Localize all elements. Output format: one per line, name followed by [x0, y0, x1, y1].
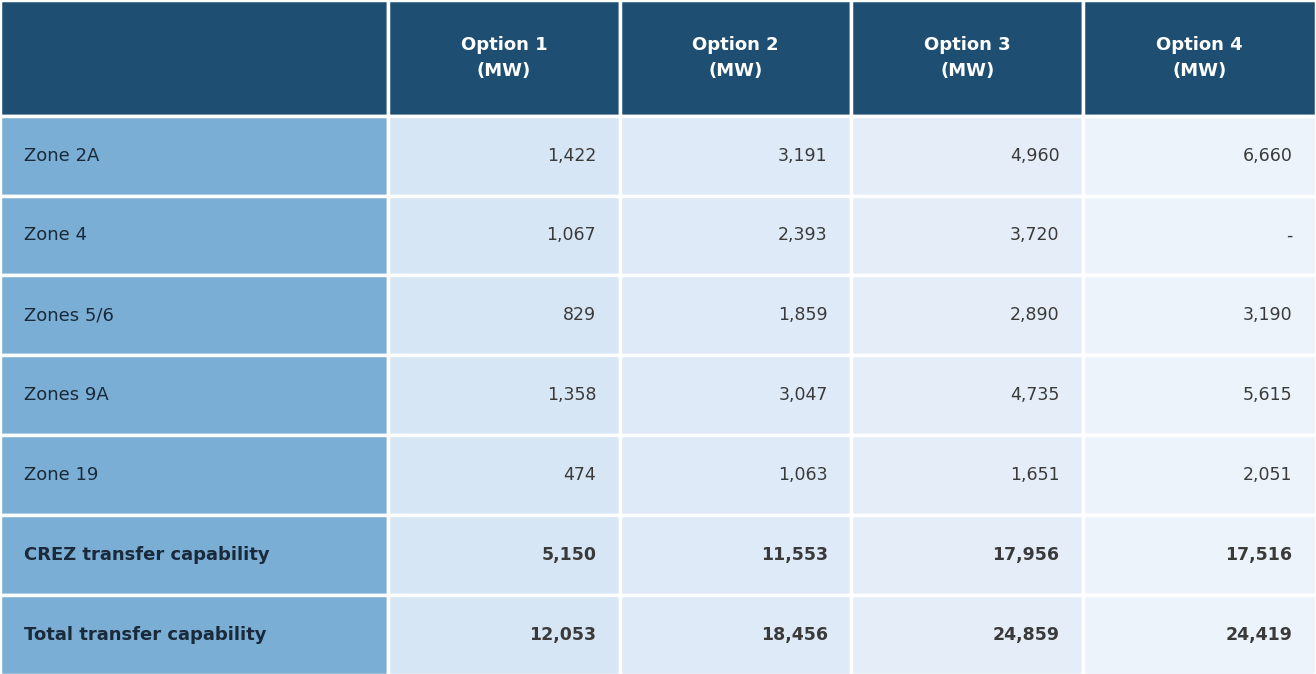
Text: 1,422: 1,422 — [546, 146, 596, 164]
FancyBboxPatch shape — [388, 435, 620, 515]
FancyBboxPatch shape — [851, 355, 1083, 435]
Text: Option 3
(MW): Option 3 (MW) — [924, 36, 1011, 80]
Text: 11,553: 11,553 — [761, 546, 828, 564]
FancyBboxPatch shape — [1083, 595, 1316, 674]
FancyBboxPatch shape — [1083, 0, 1316, 116]
Text: Zone 4: Zone 4 — [24, 226, 87, 245]
FancyBboxPatch shape — [1083, 195, 1316, 276]
Text: 4,735: 4,735 — [1009, 386, 1059, 404]
FancyBboxPatch shape — [1083, 515, 1316, 595]
Text: 1,651: 1,651 — [1009, 466, 1059, 485]
FancyBboxPatch shape — [1083, 116, 1316, 195]
Text: 5,615: 5,615 — [1242, 386, 1292, 404]
Text: 2,393: 2,393 — [778, 226, 828, 245]
Text: 17,516: 17,516 — [1225, 546, 1292, 564]
FancyBboxPatch shape — [620, 435, 851, 515]
Text: 474: 474 — [563, 466, 596, 485]
FancyBboxPatch shape — [851, 195, 1083, 276]
FancyBboxPatch shape — [851, 0, 1083, 116]
Text: Zone 19: Zone 19 — [24, 466, 99, 485]
FancyBboxPatch shape — [0, 435, 388, 515]
FancyBboxPatch shape — [1083, 355, 1316, 435]
FancyBboxPatch shape — [620, 0, 851, 116]
Text: 6,660: 6,660 — [1242, 146, 1292, 164]
FancyBboxPatch shape — [620, 355, 851, 435]
Text: 3,047: 3,047 — [778, 386, 828, 404]
Text: 12,053: 12,053 — [529, 626, 596, 644]
FancyBboxPatch shape — [620, 595, 851, 674]
Text: 24,859: 24,859 — [992, 626, 1059, 644]
Text: 1,063: 1,063 — [778, 466, 828, 485]
Text: 5,150: 5,150 — [541, 546, 596, 564]
FancyBboxPatch shape — [388, 595, 620, 674]
FancyBboxPatch shape — [0, 195, 388, 276]
FancyBboxPatch shape — [0, 276, 388, 355]
FancyBboxPatch shape — [620, 515, 851, 595]
Text: Zone 2A: Zone 2A — [24, 146, 99, 164]
Text: 24,419: 24,419 — [1225, 626, 1292, 644]
Text: Option 1
(MW): Option 1 (MW) — [461, 36, 547, 80]
FancyBboxPatch shape — [851, 276, 1083, 355]
Text: 18,456: 18,456 — [761, 626, 828, 644]
Text: -: - — [1286, 226, 1292, 245]
Text: 3,190: 3,190 — [1242, 307, 1292, 324]
FancyBboxPatch shape — [388, 195, 620, 276]
FancyBboxPatch shape — [0, 116, 388, 195]
Text: Zones 9A: Zones 9A — [24, 386, 108, 404]
FancyBboxPatch shape — [620, 116, 851, 195]
Text: 2,890: 2,890 — [1009, 307, 1059, 324]
Text: Option 4
(MW): Option 4 (MW) — [1157, 36, 1242, 80]
Text: 3,191: 3,191 — [778, 146, 828, 164]
Text: 4,960: 4,960 — [1009, 146, 1059, 164]
FancyBboxPatch shape — [851, 515, 1083, 595]
Text: 1,358: 1,358 — [546, 386, 596, 404]
Text: 1,067: 1,067 — [546, 226, 596, 245]
FancyBboxPatch shape — [1083, 276, 1316, 355]
Text: Option 2
(MW): Option 2 (MW) — [692, 36, 779, 80]
FancyBboxPatch shape — [1083, 435, 1316, 515]
Text: 2,051: 2,051 — [1242, 466, 1292, 485]
Text: 17,956: 17,956 — [992, 546, 1059, 564]
Text: 829: 829 — [563, 307, 596, 324]
FancyBboxPatch shape — [851, 435, 1083, 515]
FancyBboxPatch shape — [0, 0, 388, 116]
FancyBboxPatch shape — [851, 595, 1083, 674]
FancyBboxPatch shape — [851, 116, 1083, 195]
Text: Zones 5/6: Zones 5/6 — [24, 307, 113, 324]
Text: 1,859: 1,859 — [778, 307, 828, 324]
FancyBboxPatch shape — [0, 355, 388, 435]
Text: 3,720: 3,720 — [1009, 226, 1059, 245]
FancyBboxPatch shape — [0, 595, 388, 674]
Text: Total transfer capability: Total transfer capability — [24, 626, 266, 644]
FancyBboxPatch shape — [388, 276, 620, 355]
FancyBboxPatch shape — [620, 276, 851, 355]
Text: CREZ transfer capability: CREZ transfer capability — [24, 546, 270, 564]
FancyBboxPatch shape — [388, 355, 620, 435]
FancyBboxPatch shape — [388, 515, 620, 595]
FancyBboxPatch shape — [0, 515, 388, 595]
FancyBboxPatch shape — [388, 0, 620, 116]
FancyBboxPatch shape — [388, 116, 620, 195]
FancyBboxPatch shape — [620, 195, 851, 276]
